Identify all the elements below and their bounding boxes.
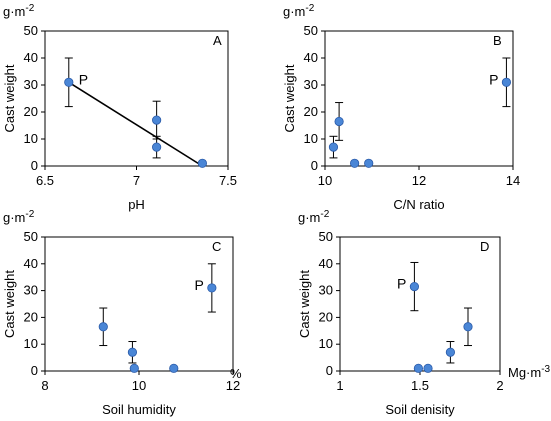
x-unit-label: Mg·m-3 bbox=[508, 364, 551, 380]
y-tick-label: 40 bbox=[24, 256, 38, 271]
y-axis-label: Cast weight bbox=[282, 64, 297, 132]
x-tick-label: 12 bbox=[226, 378, 240, 393]
chart-panel-d: 0 10 20 30 40 50 1 1.5 2 g·m-2 Cast weight Soil den… bbox=[297, 209, 551, 417]
data-point bbox=[129, 363, 139, 373]
y-tick-label: 10 bbox=[319, 336, 333, 351]
panel-letter: C bbox=[212, 239, 221, 254]
x-tick-label: 8 bbox=[41, 378, 48, 393]
y-tick-label: 0 bbox=[31, 363, 38, 378]
x-tick-label: 10 bbox=[318, 173, 332, 188]
y-tick-label: 10 bbox=[304, 131, 318, 146]
data-point bbox=[328, 142, 339, 152]
data-point bbox=[169, 363, 179, 373]
y-tick-label: 10 bbox=[24, 336, 38, 351]
y-unit-label: g·m-2 bbox=[298, 209, 330, 225]
x-tick-label: 1.5 bbox=[411, 378, 429, 393]
y-tick-label: 0 bbox=[326, 363, 333, 378]
data-point bbox=[350, 158, 360, 168]
data-point bbox=[152, 142, 162, 152]
x-tick-label: 2 bbox=[496, 378, 503, 393]
y-tick-label: 20 bbox=[319, 309, 333, 324]
point-annotation: P bbox=[397, 276, 406, 292]
y-unit-label: g·m-2 bbox=[3, 209, 35, 225]
data-point bbox=[364, 158, 374, 168]
x-tick-label: 6.5 bbox=[36, 173, 54, 188]
x-tick-label: 1 bbox=[336, 378, 343, 393]
x-tick-label: 7.5 bbox=[219, 173, 237, 188]
data-point bbox=[334, 116, 344, 127]
x-tick-label: 14 bbox=[506, 173, 520, 188]
y-tick-label: 20 bbox=[304, 104, 318, 119]
data-point bbox=[64, 77, 74, 87]
data-point bbox=[423, 363, 433, 373]
y-tick-label: 30 bbox=[24, 77, 38, 92]
x-axis-label: Soil denisity bbox=[385, 402, 455, 417]
y-tick-label: 30 bbox=[319, 283, 333, 298]
data-point bbox=[207, 283, 217, 293]
y-tick-label: 30 bbox=[304, 77, 318, 92]
plot-frame bbox=[44, 30, 229, 167]
data-point bbox=[127, 347, 138, 357]
plot-frame bbox=[44, 236, 234, 372]
panel-letter: B bbox=[493, 33, 502, 48]
x-unit-label: % bbox=[230, 366, 242, 381]
y-axis-label: Cast weight bbox=[2, 64, 17, 132]
panel-letter: D bbox=[480, 239, 489, 254]
y-tick-label: 20 bbox=[24, 309, 38, 324]
data-point bbox=[98, 322, 108, 332]
y-tick-label: 40 bbox=[319, 256, 333, 271]
plot-frame bbox=[339, 236, 501, 372]
data-point bbox=[152, 115, 162, 125]
x-tick-label: 12 bbox=[412, 173, 426, 188]
point-annotation: P bbox=[489, 71, 498, 87]
y-tick-label: 50 bbox=[24, 229, 38, 244]
y-tick-label: 40 bbox=[24, 50, 38, 65]
x-tick-label: 10 bbox=[132, 378, 146, 393]
panel-letter: A bbox=[213, 33, 222, 48]
y-tick-label: 30 bbox=[24, 283, 38, 298]
data-point bbox=[445, 347, 455, 357]
y-unit-label: g·m-2 bbox=[283, 3, 315, 19]
data-point bbox=[197, 158, 207, 168]
y-tick-label: 50 bbox=[24, 23, 38, 38]
y-axis-label: Cast weight bbox=[2, 270, 17, 338]
y-tick-label: 10 bbox=[24, 131, 38, 146]
data-point bbox=[409, 281, 419, 292]
x-axis-label: C/N ratio bbox=[393, 197, 444, 212]
plot-frame bbox=[324, 30, 514, 167]
data-point bbox=[501, 77, 512, 87]
y-tick-label: 20 bbox=[24, 104, 38, 119]
x-tick-label: 7 bbox=[133, 173, 140, 188]
y-tick-label: 40 bbox=[304, 50, 318, 65]
y-tick-label: 0 bbox=[31, 158, 38, 173]
y-tick-label: 50 bbox=[304, 23, 318, 38]
x-axis-label: Soil humidity bbox=[102, 402, 176, 417]
data-point bbox=[413, 363, 423, 373]
point-annotation: P bbox=[79, 71, 88, 87]
y-unit-label: g·m-2 bbox=[3, 3, 35, 19]
x-axis-label: pH bbox=[128, 197, 145, 212]
point-annotation: P bbox=[195, 277, 204, 293]
trend-line bbox=[68, 81, 203, 167]
data-point bbox=[463, 322, 473, 332]
chart-panel-a: 0 10 20 30 40 50 6.5 7 7.5 g·m-2 Cast weight pH A P bbox=[2, 3, 237, 212]
chart-panel-c: 0 10 20 30 40 50 8 10 12 g·m-2 Cast weight Soil hum… bbox=[2, 209, 242, 417]
y-tick-label: 0 bbox=[311, 158, 318, 173]
y-axis-label: Cast weight bbox=[297, 270, 312, 338]
y-tick-label: 50 bbox=[319, 229, 333, 244]
